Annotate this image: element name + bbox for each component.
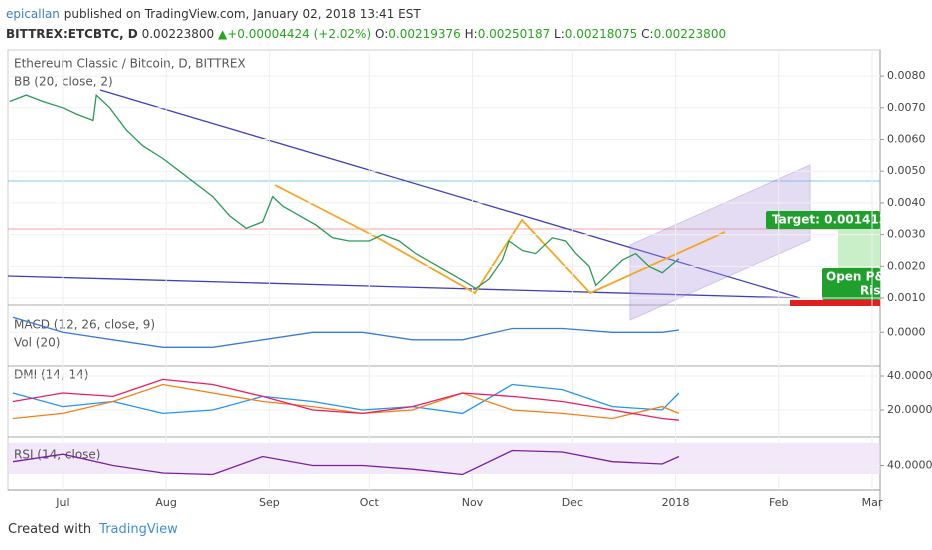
stop-zone <box>790 300 880 306</box>
y-tick-label: 0.0070 <box>887 101 926 114</box>
legend: Vol (20) <box>14 336 60 350</box>
y-tick-label: 40.0000 <box>887 458 932 471</box>
x-tick-label: Oct <box>360 496 380 509</box>
c: 0.00223800 <box>653 27 727 41</box>
o: 0.00219376 <box>388 27 461 41</box>
y-tick-label: 0.0020 <box>887 259 926 272</box>
published: published on TradingView.com, January 02… <box>63 7 421 21</box>
y-tick-label: 0.0050 <box>887 164 926 177</box>
x-tick-label: Mar <box>862 496 883 509</box>
legend: DMI (14, 14) <box>14 368 88 382</box>
series-line <box>9 93 680 290</box>
y-tick-label: 0.0080 <box>887 69 926 82</box>
y-tick-label: 20.0000 <box>887 403 932 416</box>
quote-line: BITTREX:ETCBTC, D 0.00223800 ▲+0.0000442… <box>6 24 726 44</box>
pnl-label: Open P&L: <box>826 270 897 284</box>
chart: Target: 0.00141384 Open P&L: Risk Ethere… <box>7 49 932 510</box>
series-line <box>12 378 679 421</box>
x-tick-label: Aug <box>155 496 176 509</box>
legend: Ethereum Classic / Bitcoin, D, BITTREX <box>14 57 246 71</box>
publish-line: epicallan published on TradingView.com, … <box>6 4 726 24</box>
user[interactable]: epicallan <box>6 7 60 21</box>
y-tick-label: 0.0000 <box>887 325 926 338</box>
rsi-band <box>8 443 880 474</box>
series-line <box>12 449 680 476</box>
pnl-box <box>822 268 880 300</box>
l-label: L: <box>554 27 565 41</box>
series-line <box>12 383 680 415</box>
brand[interactable]: TradingView <box>99 522 178 537</box>
c-label: C: <box>641 27 654 41</box>
risk-label: Risk <box>860 284 889 298</box>
h: 0.00250187 <box>477 27 551 41</box>
footer: Created with TradingView <box>8 522 178 537</box>
x-tick-label: Jul <box>55 496 69 509</box>
h-label: H: <box>464 27 478 41</box>
channel <box>629 164 811 321</box>
x-tick-label: Feb <box>769 496 788 509</box>
series-line <box>12 383 680 420</box>
trendline <box>99 89 801 299</box>
arrow: ▲ <box>217 27 228 41</box>
x-tick-label: Nov <box>462 496 484 509</box>
created: Created with <box>8 522 92 537</box>
target-box <box>766 211 880 229</box>
y-tick-label: 40.0000 <box>887 369 932 382</box>
l: 0.00218075 <box>564 27 638 41</box>
trendline <box>7 275 801 299</box>
x-tick-label: Dec <box>562 496 583 509</box>
x-tick-label: 2018 <box>662 496 690 509</box>
y-tick-label: 0.0060 <box>887 133 926 146</box>
series-line <box>12 316 679 348</box>
target-label: Target: 0.00141384 <box>772 213 904 227</box>
o-label: O: <box>374 27 389 41</box>
x-tick-label: Sep <box>259 496 280 509</box>
y-tick-label: 0.0030 <box>887 228 926 241</box>
pattern <box>274 184 726 295</box>
y-tick-label: 0.0010 <box>887 291 926 304</box>
y-tick-label: 0.0040 <box>887 196 926 209</box>
target-zone <box>838 229 880 269</box>
symbol: BITTREX:ETCBTC, D <box>6 27 138 41</box>
header: epicallan published on TradingView.com, … <box>6 4 726 44</box>
change: +0.00004424 (+2.02%) <box>227 27 372 41</box>
price: 0.00223800 <box>141 27 215 41</box>
